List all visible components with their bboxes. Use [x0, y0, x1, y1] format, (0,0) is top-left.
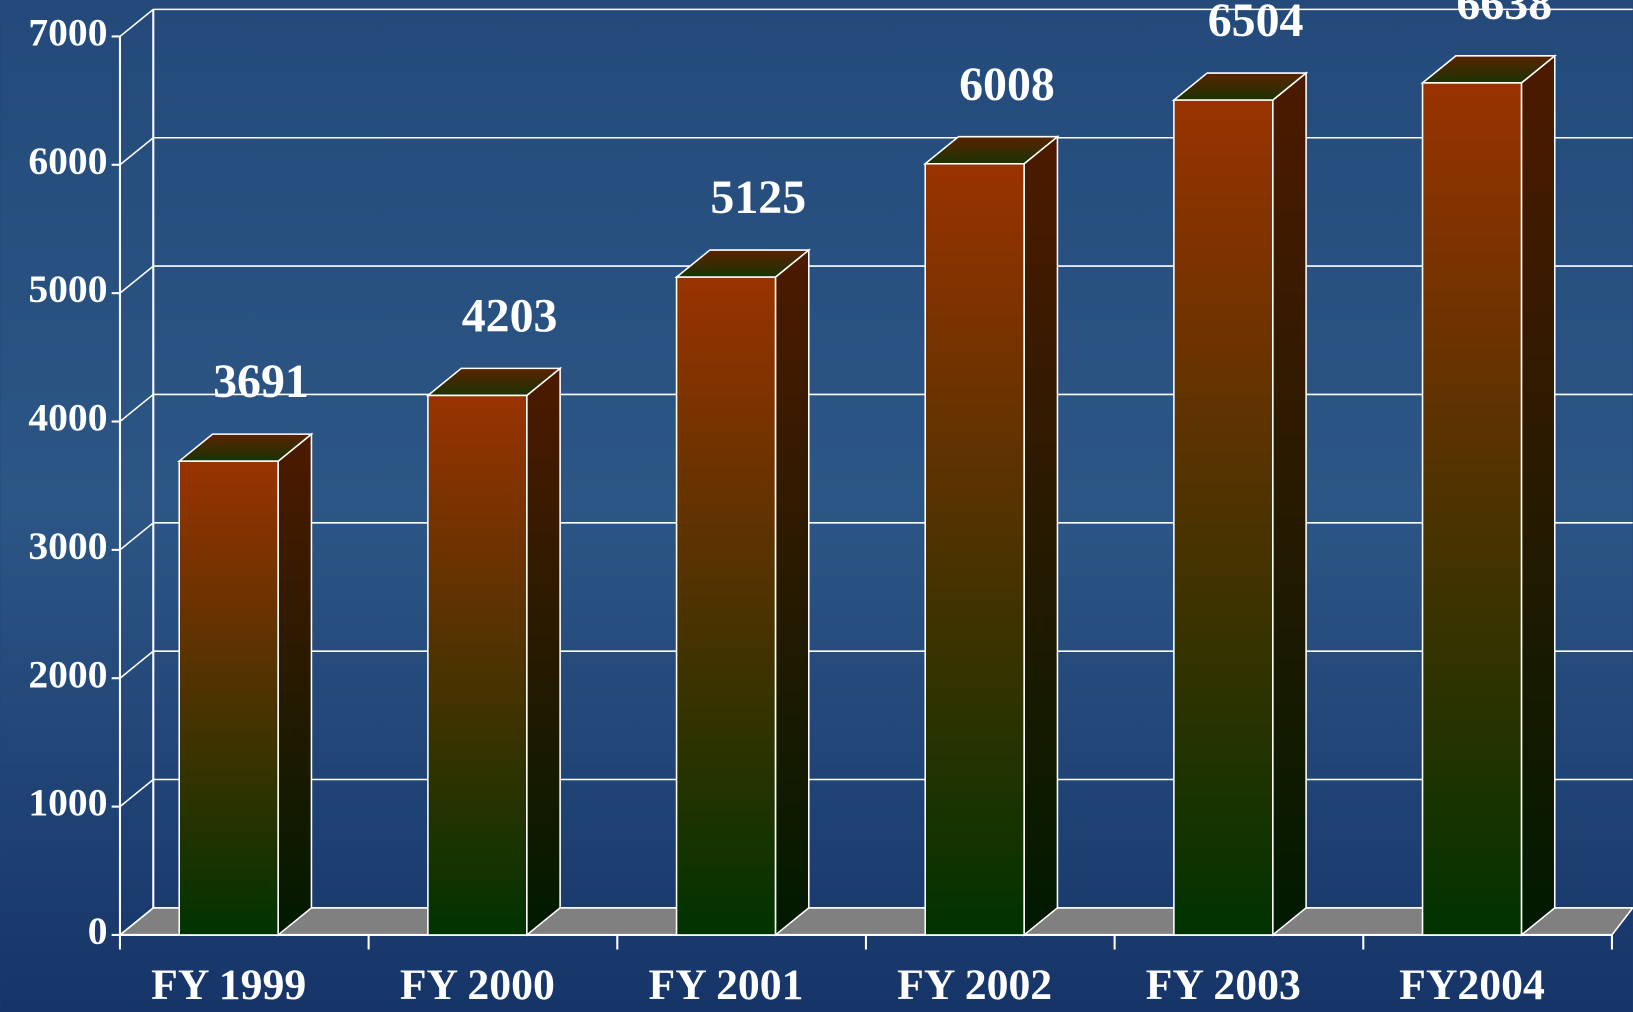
bar-side: [775, 250, 808, 935]
x-tick-label: FY 2002: [897, 961, 1052, 1009]
x-tick-label: FY 1999: [151, 961, 306, 1009]
x-tick-label: FY2004: [1399, 961, 1545, 1009]
chart: 0 1000 2000 3000 4000 5000 6000 7000 FY 1999 3691…: [0, 0, 1633, 1012]
value-label: 6504: [1208, 0, 1304, 47]
bar-side: [278, 434, 311, 935]
value-label: 6008: [959, 58, 1055, 111]
value-label: 5125: [710, 171, 806, 224]
y-tick-label: 1000: [28, 781, 107, 825]
bar: [1174, 100, 1273, 935]
value-label: 6638: [1456, 0, 1552, 30]
y-tick-label: 5000: [28, 267, 107, 311]
bar: [677, 277, 776, 935]
bar: [925, 164, 1024, 935]
bar: [1423, 83, 1522, 935]
x-tick-label: FY 2001: [648, 961, 803, 1009]
y-tick-label: 7000: [28, 11, 107, 55]
bar: [179, 461, 278, 935]
bar-side: [527, 368, 560, 935]
x-tick-label: FY 2000: [400, 961, 555, 1009]
bar-side: [1024, 137, 1057, 935]
value-label: 4203: [462, 289, 558, 342]
value-label: 3691: [213, 355, 309, 408]
bar: [428, 395, 527, 934]
y-tick-label: 2000: [28, 652, 107, 696]
y-tick-label: 4000: [28, 396, 107, 440]
y-tick-label: 3000: [28, 524, 107, 568]
floor: [120, 908, 1633, 935]
x-tick-label: FY 2003: [1146, 961, 1301, 1009]
y-tick-label: 6000: [28, 139, 107, 183]
bar-side: [1521, 56, 1554, 935]
y-tick-label: 0: [88, 909, 108, 953]
bar-side: [1273, 73, 1306, 935]
